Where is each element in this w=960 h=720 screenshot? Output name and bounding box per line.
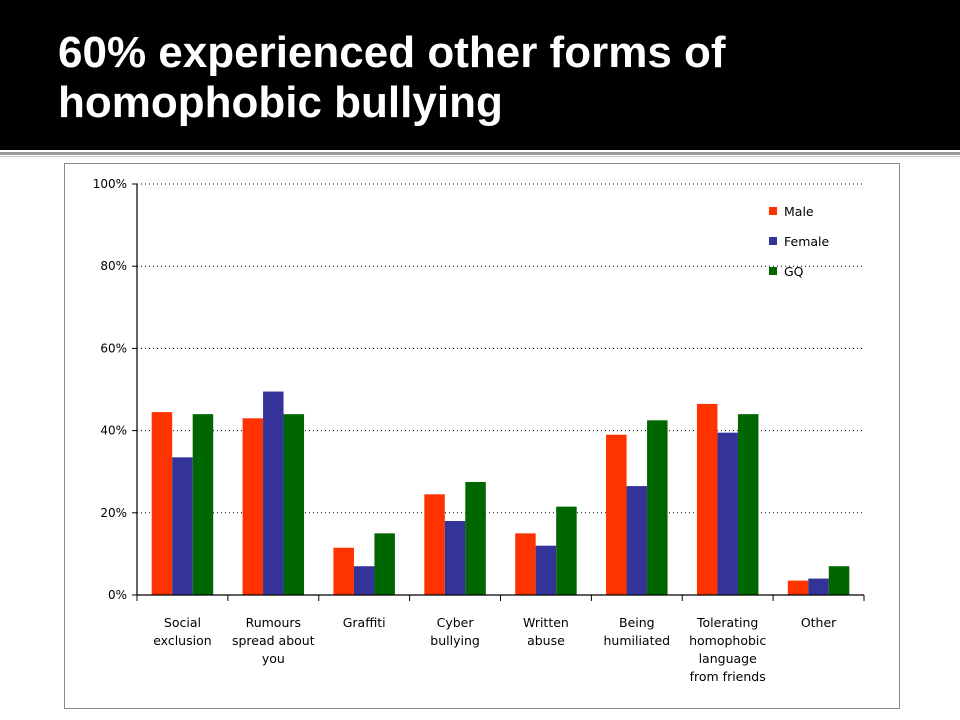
legend-swatch-male [769, 207, 777, 215]
legend-swatch-gq [769, 267, 777, 275]
y-tick-label: 40% [100, 424, 127, 438]
bar-female [353, 566, 375, 595]
bar-female [717, 432, 738, 595]
category-label: Other [801, 615, 837, 630]
bar-male [606, 434, 627, 595]
bar-female [444, 521, 466, 595]
slide-title-line-2: homophobic bullying [58, 78, 503, 127]
title-divider-thin [0, 156, 960, 157]
category-label: Being humiliated [603, 615, 670, 648]
title-bar: 60% experienced other forms of homophobi… [0, 0, 960, 150]
title-divider [0, 152, 960, 155]
bar-female [535, 545, 557, 595]
bar-male [424, 494, 445, 595]
category-label: Cyber bullying [430, 615, 480, 648]
bar-female [626, 486, 648, 595]
bar-male [787, 580, 809, 595]
legend-label-male: Male [784, 204, 814, 219]
bar-gq [556, 506, 577, 595]
bar-male [242, 418, 264, 595]
slide-title: 60% experienced other forms of homophobi… [58, 28, 938, 128]
category-label: Rumours spread about you [232, 615, 315, 666]
labels: 0% 20% 40% 60% 80% 100% Social exclusion Rumours… [93, 177, 837, 684]
bar-male [151, 412, 173, 595]
category-label: Social exclusion [153, 615, 211, 648]
category-label: Written abuse [523, 615, 569, 648]
bar-female [172, 457, 193, 595]
bar-male [515, 533, 536, 595]
y-tick-label: 60% [100, 341, 127, 355]
slide-title-line-1: 60% experienced other forms of [58, 28, 726, 77]
bar-female [808, 578, 829, 595]
bar-gq [374, 533, 395, 595]
category-label: Graffiti [343, 615, 386, 630]
legend-swatch-female [769, 237, 777, 245]
bar-male [333, 547, 354, 595]
bar-gq [737, 414, 759, 595]
legend-label-female: Female [784, 234, 830, 249]
bar-male [696, 403, 718, 595]
legend: Male Female GQ [769, 204, 830, 279]
bar-gq [647, 420, 668, 595]
y-tick-label: 0% [108, 588, 127, 602]
axes [132, 183, 865, 601]
category-label: Tolerating homophobic language from friends [689, 615, 766, 684]
bar-gq [828, 566, 850, 595]
bar-gq [283, 414, 305, 595]
y-tick-label: 80% [100, 259, 127, 273]
legend-label-gq: GQ [784, 264, 804, 279]
y-tick-label: 100% [93, 177, 127, 191]
bar-gq [465, 481, 486, 595]
bar-female [263, 391, 284, 595]
y-tick-label: 20% [100, 506, 127, 520]
bars [151, 391, 850, 595]
bar-gq [192, 414, 214, 595]
